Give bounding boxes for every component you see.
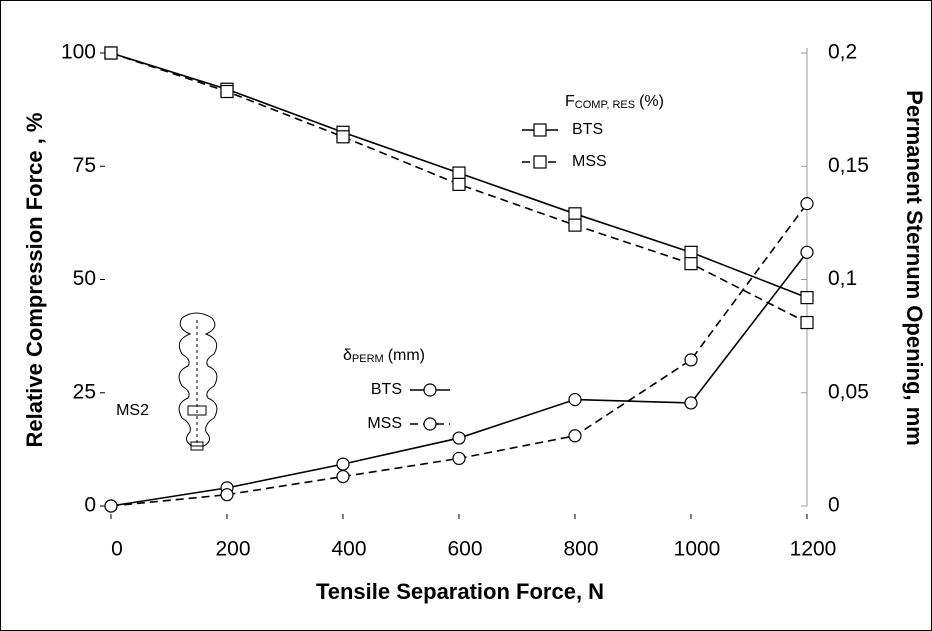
marker (220, 488, 234, 502)
legend-title: δPERM (mm) (343, 347, 425, 365)
x-tick-label: 400 (331, 538, 366, 561)
marker (684, 396, 698, 410)
legend-label: BTS (371, 381, 402, 398)
marker (452, 451, 466, 466)
y2-tick-label: 0,2 (828, 41, 857, 64)
legend-marker (423, 383, 437, 397)
y2-tick-label: 0,05 (828, 380, 869, 403)
marker (568, 218, 582, 232)
marker (568, 207, 582, 221)
marker (684, 353, 698, 367)
x-tick-label: 1000 (674, 538, 721, 561)
y-tick-label: 100 (61, 41, 96, 64)
marker (104, 499, 118, 513)
legend-title-part: (mm) (388, 347, 425, 364)
legend-marker (423, 417, 437, 431)
y2-tick-label: 0,1 (828, 267, 857, 290)
legend-title: FCOMP, RES (%) (565, 93, 664, 111)
y2-tick-label: 0,15 (828, 154, 869, 177)
inset-label: MS2 (116, 402, 149, 419)
legend-title-part: COMP, RES (575, 99, 635, 111)
legend-label: MSS (572, 153, 607, 170)
marker (800, 315, 814, 330)
marker (568, 392, 582, 407)
x-axis-title: Tensile Separation Force, N (316, 579, 604, 604)
marker (800, 197, 814, 211)
marker (220, 84, 234, 99)
marker (800, 291, 814, 305)
marker (452, 177, 466, 191)
legend-title-part: F (565, 93, 575, 110)
legend-title-part: δ (343, 347, 352, 364)
x-tick-label: 200 (215, 538, 250, 561)
marker (800, 245, 814, 259)
y-tick-label: 25 (73, 380, 96, 403)
y-tick-label: 0 (84, 494, 96, 517)
y2-tick-label: 0 (828, 494, 840, 517)
legend-label: BTS (572, 121, 603, 138)
marker (568, 429, 582, 443)
marker (684, 257, 698, 271)
marker (452, 166, 466, 180)
marker (684, 245, 698, 259)
y-tick-label: 50 (73, 267, 96, 290)
y-axis-title: Relative Compression Force , % (22, 113, 47, 448)
legend-marker (533, 155, 547, 169)
x-tick-label: 0 (111, 538, 123, 561)
y-tick-label: 75 (73, 154, 96, 177)
marker (104, 46, 118, 60)
x-tick-label: 1200 (790, 538, 837, 561)
y2-axis-title: Permanent Sternum Opening, mm (902, 90, 927, 446)
marker (336, 457, 350, 471)
legend-title-part: PERM (352, 353, 384, 365)
legend-marker (533, 123, 547, 137)
legend-label: MSS (367, 415, 402, 432)
marker (336, 469, 350, 484)
inset-sternum (178, 312, 218, 451)
marker (336, 130, 350, 144)
x-tick-label: 600 (447, 538, 482, 561)
x-tick-label: 800 (563, 538, 598, 561)
legend-title-part: (%) (639, 93, 664, 110)
marker (452, 431, 466, 445)
